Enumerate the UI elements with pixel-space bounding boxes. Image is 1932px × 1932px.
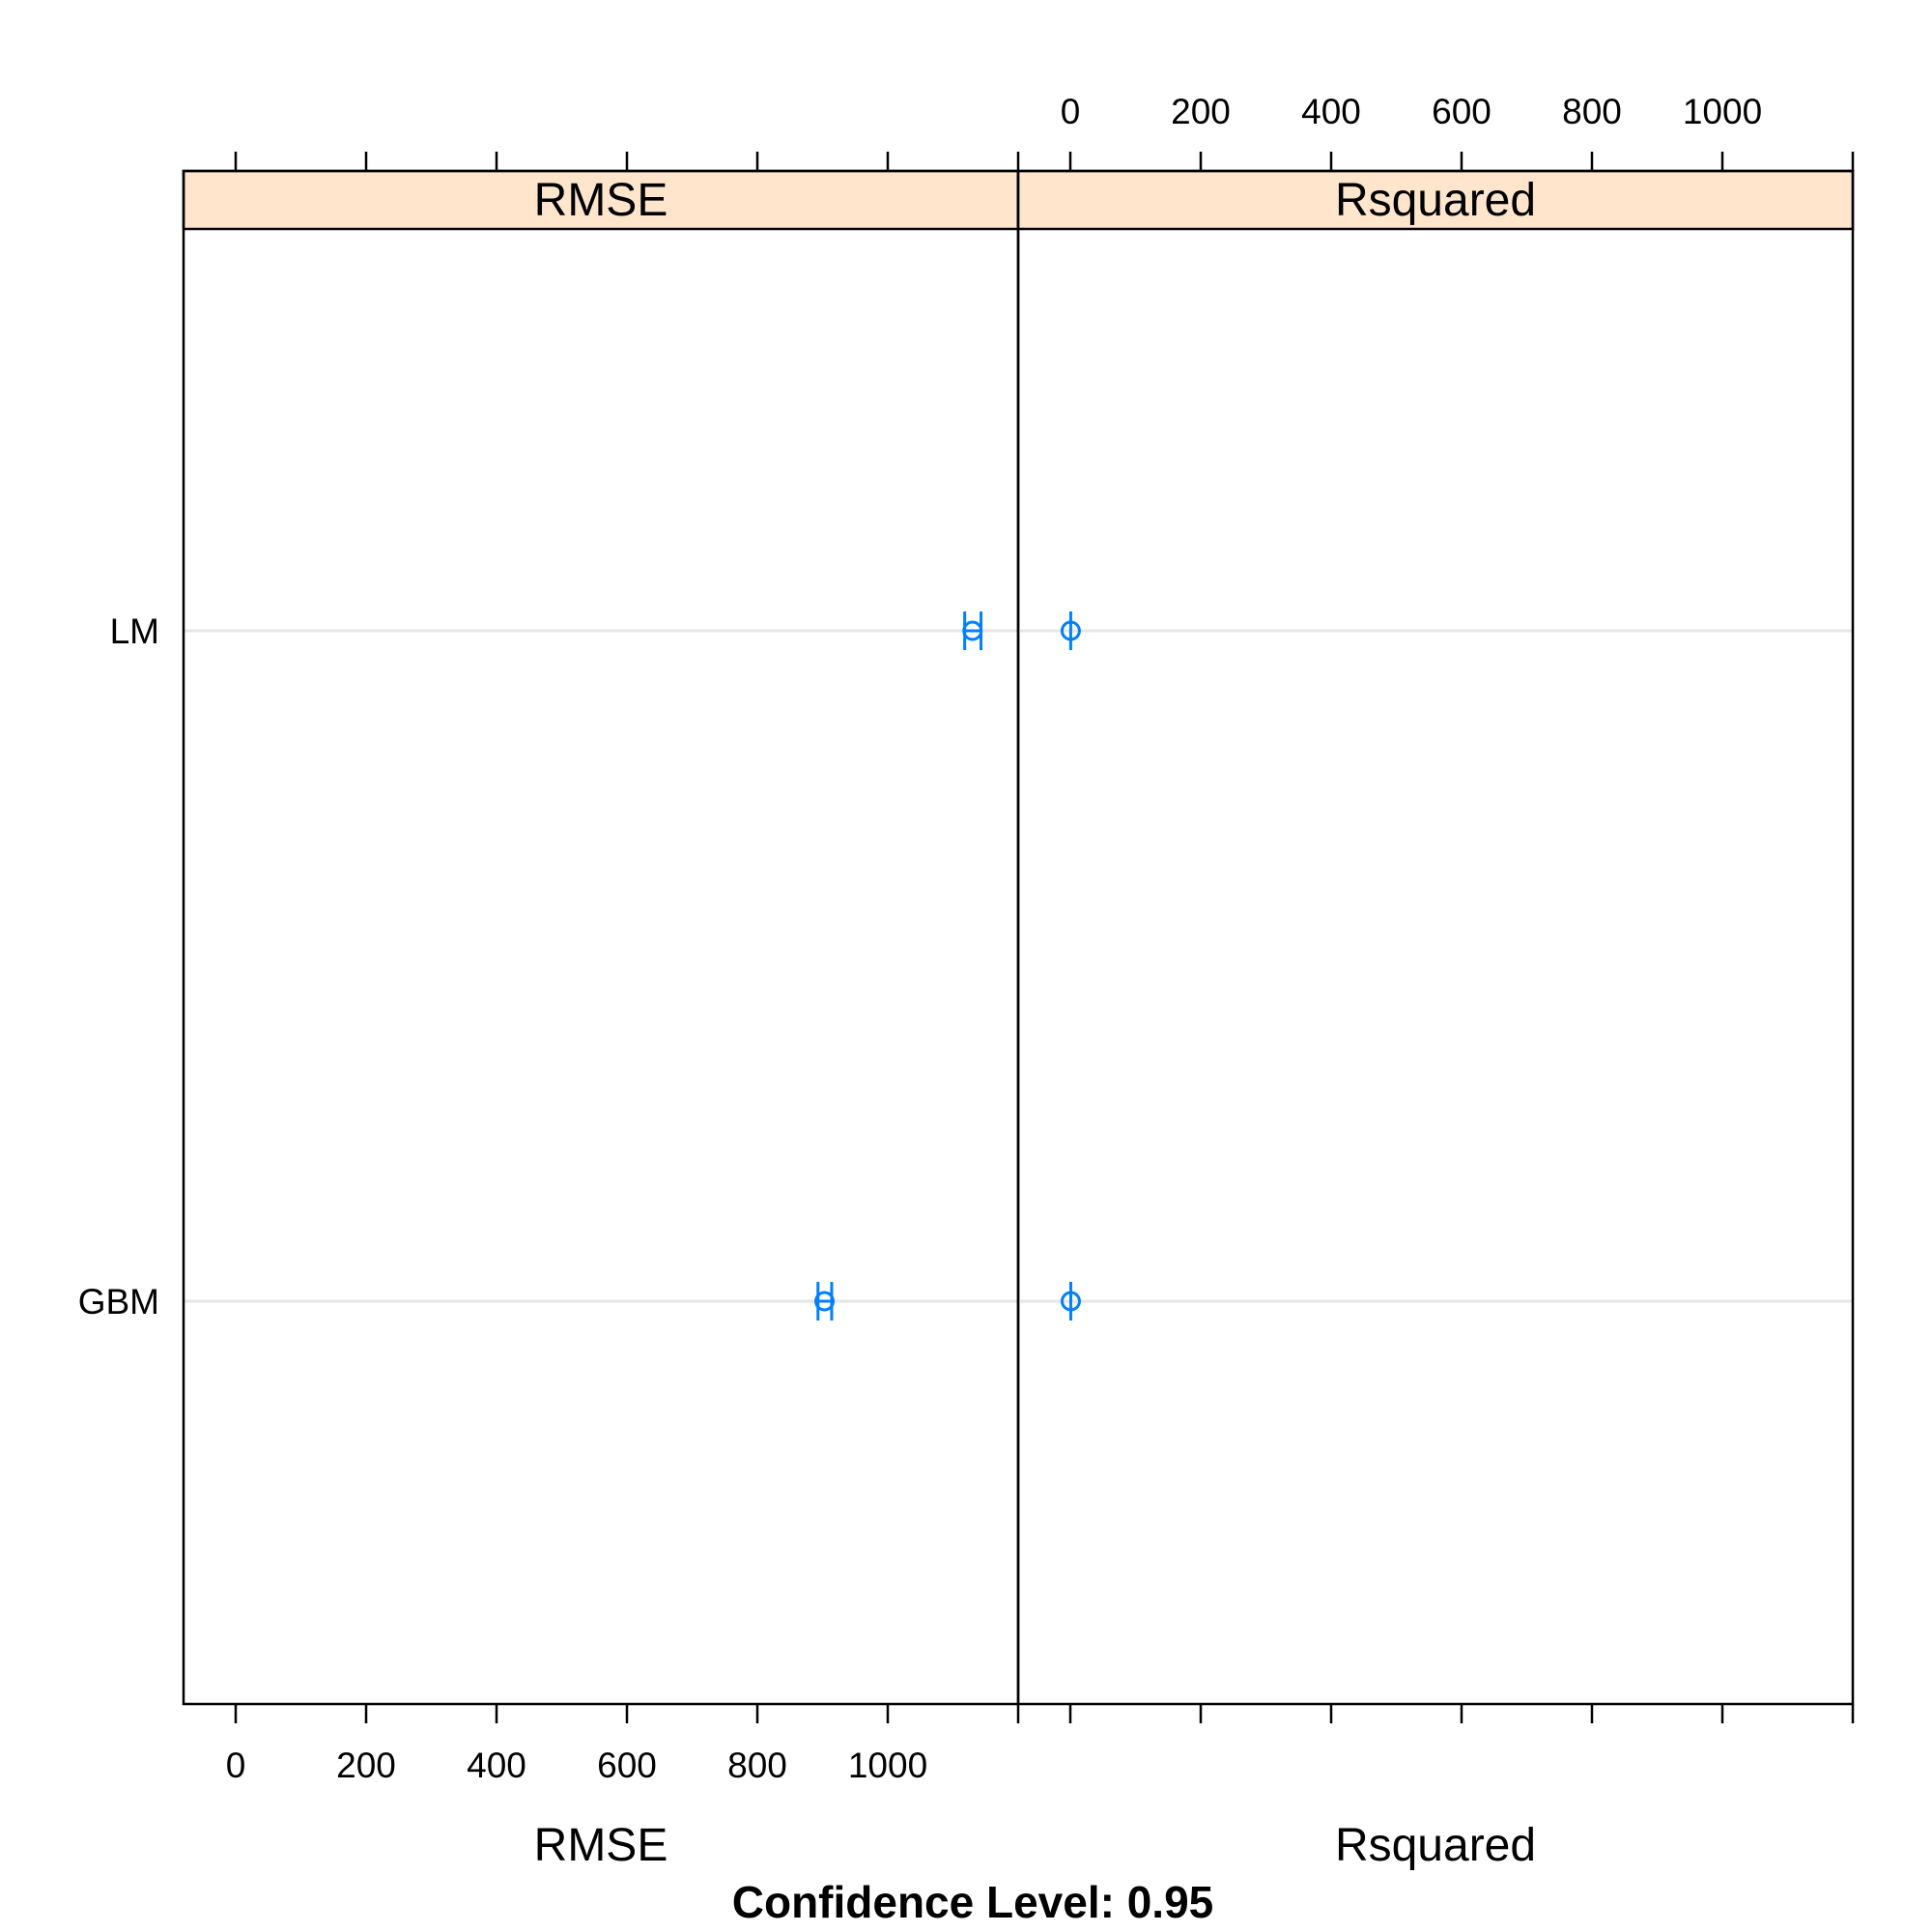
point-marker bbox=[962, 620, 983, 641]
y-label-gbm: GBM bbox=[78, 1282, 159, 1321]
tick-label: 400 bbox=[1301, 92, 1361, 131]
point-lm-rsquared bbox=[1060, 611, 1081, 650]
tick-label: 600 bbox=[1432, 92, 1492, 131]
tick-label: 200 bbox=[1171, 92, 1231, 131]
point-gbm-rmse bbox=[814, 1282, 836, 1321]
tick-label: 600 bbox=[597, 1746, 657, 1785]
strip-label-rsquared: Rsquared bbox=[1335, 175, 1536, 226]
tick-label: 0 bbox=[226, 1746, 246, 1785]
point-marker bbox=[1060, 1291, 1081, 1312]
point-gbm-rsquared bbox=[1060, 1282, 1081, 1321]
panel-rmse: RMSE 0 200 400 600 800 1000 RMSE bbox=[182, 152, 1020, 1871]
strip-label-rmse: RMSE bbox=[534, 175, 668, 226]
chart-caption: Confidence Level: 0.95 bbox=[732, 1877, 1214, 1927]
panel-frame-rmse bbox=[182, 169, 1020, 1706]
point-marker bbox=[1060, 620, 1081, 641]
tick-label: 800 bbox=[727, 1746, 787, 1785]
tick-label: 1000 bbox=[848, 1746, 927, 1785]
panels: RMSE 0 200 400 600 800 1000 RMSE Rsquared 0 200 400… bbox=[78, 92, 1855, 1871]
tick-label: 800 bbox=[1562, 92, 1622, 131]
tick-label: 0 bbox=[1061, 92, 1081, 131]
y-label-lm: LM bbox=[110, 611, 159, 651]
point-marker bbox=[814, 1291, 836, 1312]
strip-rsquared bbox=[1016, 169, 1855, 231]
panel-frame-rsquared bbox=[1016, 169, 1855, 1706]
x-axis-title-rmse: RMSE bbox=[534, 1820, 668, 1871]
tick-label: 400 bbox=[467, 1746, 526, 1785]
tick-label: 1000 bbox=[1683, 92, 1762, 131]
panel-rsquared: Rsquared 0 200 400 600 800 1000 Rsquared bbox=[1016, 92, 1855, 1871]
point-lm-rmse bbox=[962, 611, 983, 650]
x-axis-title-rsquared: Rsquared bbox=[1335, 1820, 1536, 1871]
tick-label: 200 bbox=[336, 1746, 396, 1785]
